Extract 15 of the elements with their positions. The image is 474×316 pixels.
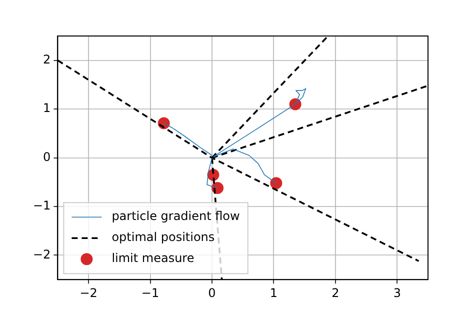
x-tick-label: 2 bbox=[332, 286, 340, 300]
y-tick-label: −1 bbox=[32, 198, 51, 213]
y-tick-label: 1 bbox=[43, 101, 51, 116]
x-tick-label: 3 bbox=[393, 286, 401, 300]
x-tick-label: 0 bbox=[208, 286, 216, 300]
x-tick-label: 1 bbox=[270, 286, 278, 300]
y-tick-label: 0 bbox=[43, 150, 51, 164]
x-tick-label: −1 bbox=[141, 286, 160, 300]
point bbox=[270, 177, 282, 190]
legend-label: optimal positions bbox=[112, 230, 215, 244]
x-tick-label: −2 bbox=[80, 286, 98, 300]
legend-label: particle gradient flow bbox=[112, 209, 240, 224]
y-tick-label: −2 bbox=[32, 247, 51, 262]
legend-label: limit measure bbox=[112, 251, 194, 266]
y-tick-label: 2 bbox=[43, 52, 51, 66]
